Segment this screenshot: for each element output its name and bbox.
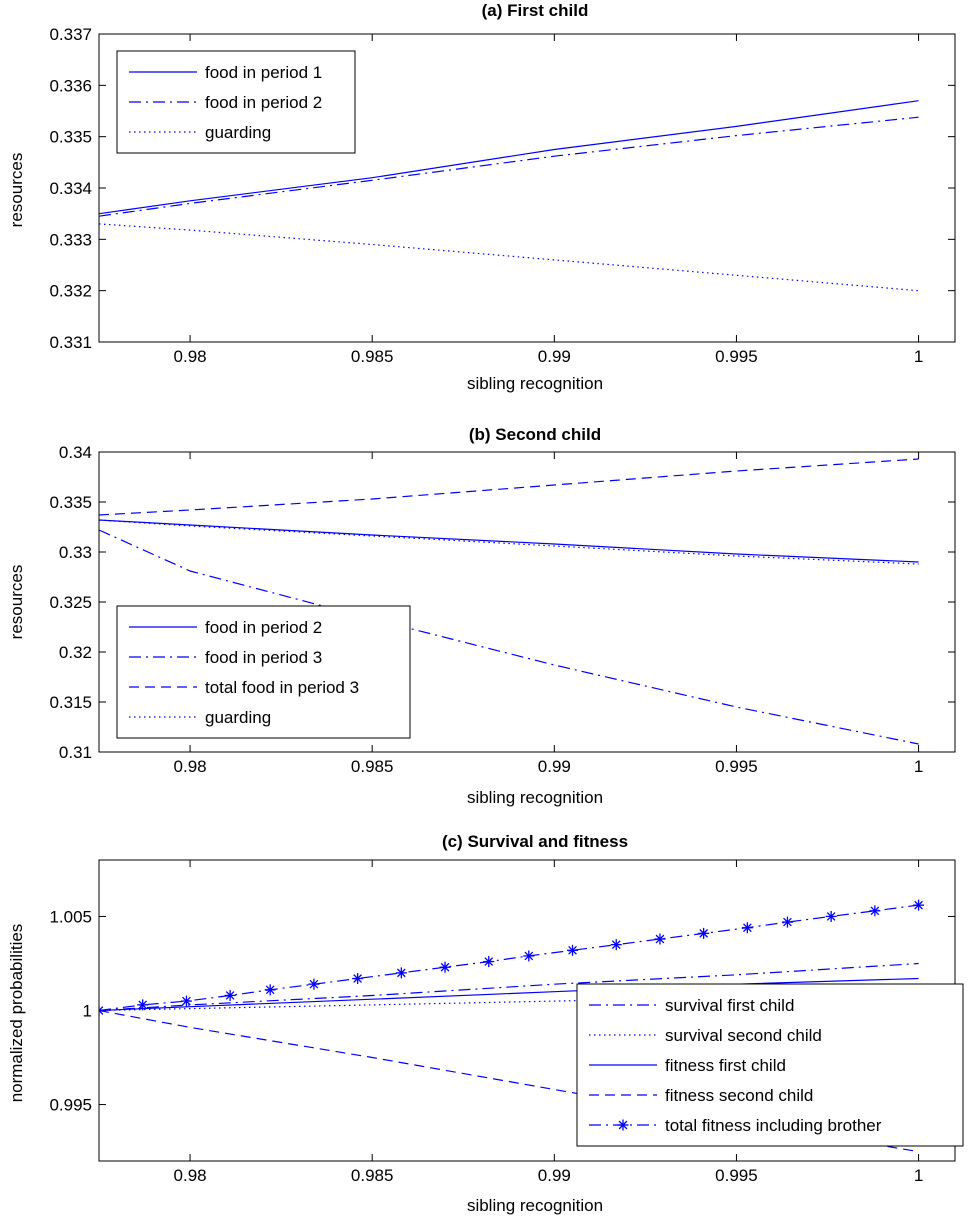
legend-box xyxy=(116,605,411,739)
x-tick-label: 0.98 xyxy=(174,757,207,776)
x-axis-label: sibling recognition xyxy=(467,1196,603,1215)
y-axis-label: resources xyxy=(7,153,26,228)
series-line-2 xyxy=(99,116,919,217)
y-tick-label: 0.34 xyxy=(59,443,92,462)
x-tick-label: 0.995 xyxy=(715,757,758,776)
x-tick-label: 1 xyxy=(914,1166,923,1185)
series-5-point xyxy=(180,995,192,1007)
y-tick-label: 0.325 xyxy=(49,593,92,612)
series-5-point xyxy=(99,1005,105,1016)
series-5-point xyxy=(439,961,451,973)
chart-title: (b) Second child xyxy=(469,425,601,444)
legend: food in period 1 food in period 2 guarding xyxy=(116,50,356,154)
series-line-2 xyxy=(99,993,919,1012)
y-tick-label: 0.335 xyxy=(49,128,92,147)
series-5-point xyxy=(483,956,495,968)
y-tick-label: 0.334 xyxy=(49,179,92,198)
y-tick-label: 1 xyxy=(83,1002,92,1021)
panel-b-second-child: (b) Second child sibling recognition res… xyxy=(7,425,956,807)
series-5-point xyxy=(654,933,666,945)
series-5-point xyxy=(264,984,276,996)
y-tick-label: 0.331 xyxy=(49,333,92,352)
legend-label: food in period 3 xyxy=(205,648,322,667)
legend-label: total food in period 3 xyxy=(205,678,359,697)
panel-c-survival-and-fitness: (c) Survival and fitness sibling recogni… xyxy=(7,832,964,1215)
series-5-point xyxy=(913,899,925,911)
x-tick-label: 0.98 xyxy=(174,1166,207,1185)
panel-a-first-child: (a) First child sibling recognition reso… xyxy=(7,1,956,393)
legend-label: food in period 1 xyxy=(205,63,322,82)
series-5-point xyxy=(137,999,149,1011)
series-5-point xyxy=(352,973,364,985)
x-axis-label: sibling recognition xyxy=(467,374,603,393)
series-line-1 xyxy=(99,519,919,563)
series-5-point xyxy=(567,944,579,956)
chart-title: (a) First child xyxy=(482,1,589,20)
legend-label: food in period 2 xyxy=(205,618,322,637)
legend: food in period 2 food in period 3 total fo… xyxy=(116,605,411,739)
y-tick-label: 0.332 xyxy=(49,282,92,301)
y-tick-label: 0.335 xyxy=(49,493,92,512)
chart-title: (c) Survival and fitness xyxy=(442,832,628,851)
y-tick-label: 1.005 xyxy=(49,907,92,926)
x-tick-label: 0.995 xyxy=(715,347,758,366)
series-line-1 xyxy=(99,100,919,215)
y-tick-label: 0.32 xyxy=(59,643,92,662)
y-axis-label: resources xyxy=(7,565,26,640)
y-tick-label: 0.336 xyxy=(49,76,92,95)
series-5-point xyxy=(224,989,236,1001)
series-line-3 xyxy=(99,223,919,292)
legend-label: food in period 2 xyxy=(205,93,322,112)
series-5-point xyxy=(741,922,753,934)
legend-label: fitness first child xyxy=(665,1056,786,1075)
x-tick-label: 0.99 xyxy=(538,1166,571,1185)
x-tick-label: 0.98 xyxy=(174,347,207,366)
legend-star-marker xyxy=(617,1119,629,1131)
x-tick-label: 0.985 xyxy=(351,1166,394,1185)
y-tick-label: 0.337 xyxy=(49,25,92,44)
series-5-point xyxy=(610,939,622,951)
y-tick-label: 0.995 xyxy=(49,1096,92,1115)
y-tick-label: 0.33 xyxy=(59,543,92,562)
series-line-2 xyxy=(99,529,919,745)
x-tick-label: 0.985 xyxy=(351,757,394,776)
legend-label: survival second child xyxy=(665,1026,822,1045)
series-line-3 xyxy=(99,977,919,1012)
y-axis-label: normalized probabilities xyxy=(7,924,26,1103)
series-line-1 xyxy=(99,962,919,1012)
x-tick-label: 0.99 xyxy=(538,757,571,776)
series-5-point xyxy=(395,967,407,979)
x-tick-label: 1 xyxy=(914,347,923,366)
series-5-point xyxy=(869,905,881,917)
series-line-5 xyxy=(99,904,919,1012)
legend-label: guarding xyxy=(205,708,271,727)
x-tick-label: 0.985 xyxy=(351,347,394,366)
y-tick-label: 0.315 xyxy=(49,693,92,712)
legend-label: total fitness including brother xyxy=(665,1116,882,1135)
legend-label: survival first child xyxy=(665,996,794,1015)
legend-label: fitness second child xyxy=(665,1086,813,1105)
x-tick-label: 0.995 xyxy=(715,1166,758,1185)
legend: survival first child survival second chil… xyxy=(576,983,964,1147)
series-5-point xyxy=(825,910,837,922)
series-5-point xyxy=(308,978,320,990)
series-line-4 xyxy=(99,519,919,565)
x-tick-label: 0.99 xyxy=(538,347,571,366)
y-tick-label: 0.31 xyxy=(59,743,92,762)
x-tick-label: 1 xyxy=(914,757,923,776)
x-axis-label: sibling recognition xyxy=(467,788,603,807)
y-tick-label: 0.333 xyxy=(49,230,92,249)
series-5-point xyxy=(781,916,793,928)
series-5-point xyxy=(698,927,710,939)
legend-label: guarding xyxy=(205,123,271,142)
series-5-point xyxy=(523,950,535,962)
